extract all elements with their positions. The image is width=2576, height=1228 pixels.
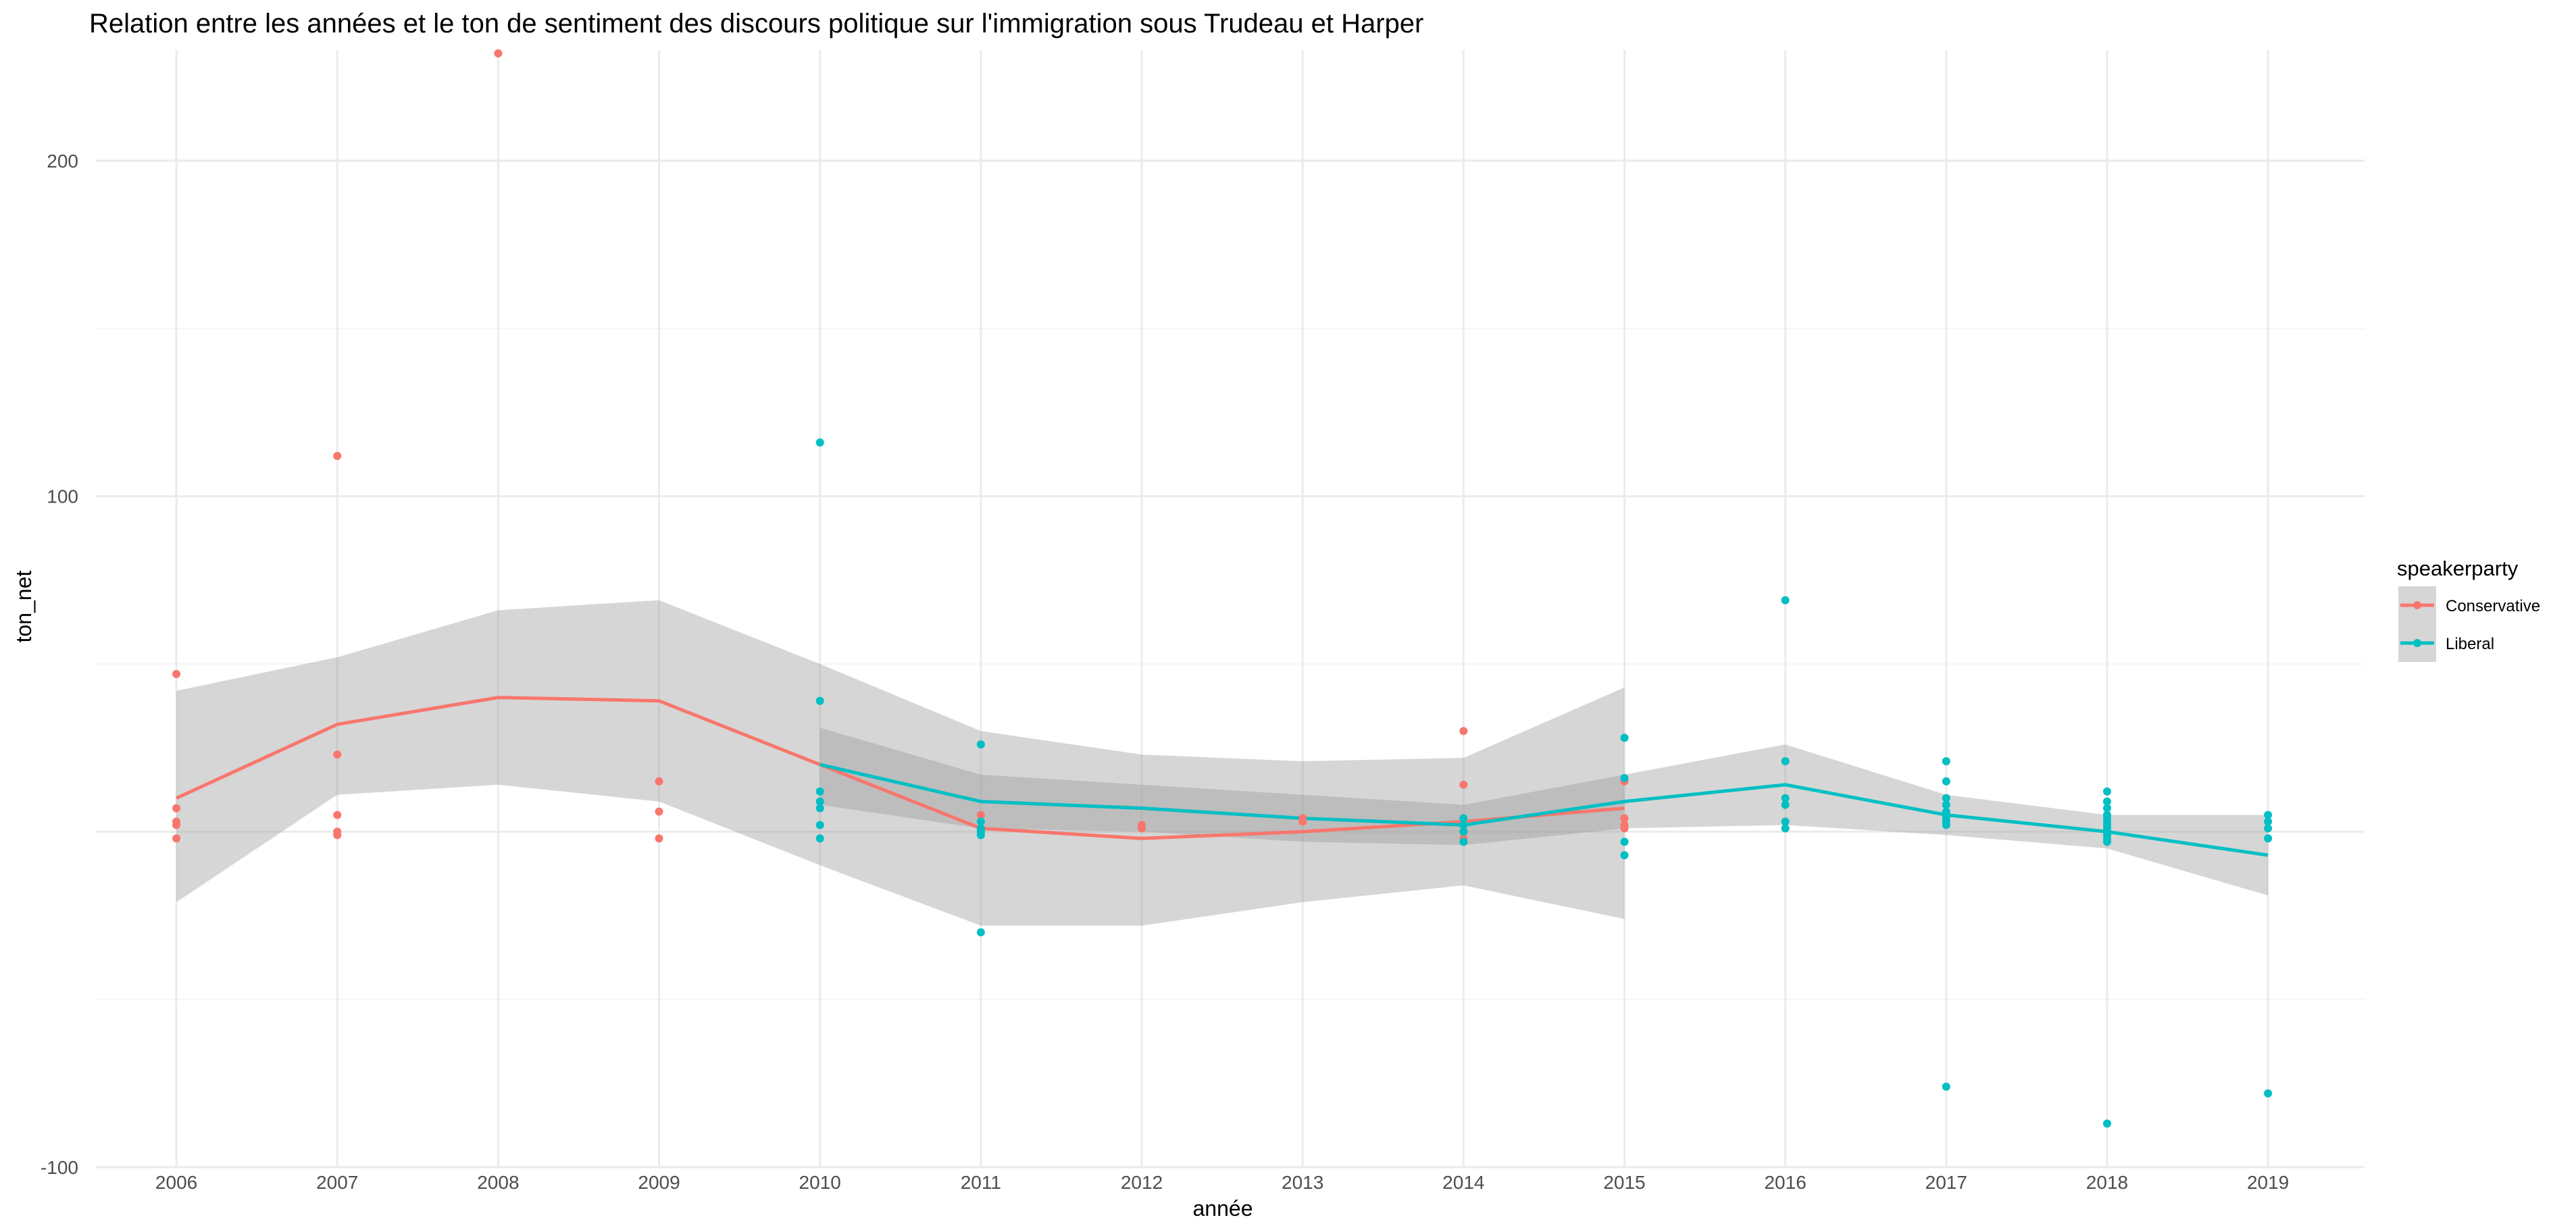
data-point-liberal (2102, 804, 2111, 813)
data-point-liberal (1459, 827, 1468, 836)
trend-line-conservative (176, 696, 1625, 840)
data-point-conservative (172, 821, 181, 829)
x-tick-label: 2011 (961, 1172, 1001, 1193)
data-point-liberal (1781, 824, 1790, 833)
data-point-liberal (815, 797, 824, 806)
data-point-liberal (2102, 787, 2111, 796)
data-point-conservative (494, 49, 503, 57)
data-point-liberal (1781, 817, 1790, 826)
x-tick-label: 2009 (638, 1172, 680, 1193)
legend-key-liberal (2398, 624, 2436, 662)
legend-label-conservative: Conservative (2446, 597, 2540, 615)
data-point-liberal (1459, 838, 1468, 846)
data-point-liberal (815, 696, 824, 705)
data-point-liberal (1459, 814, 1468, 823)
data-point-liberal (2264, 1089, 2273, 1098)
data-point-liberal (976, 928, 985, 937)
data-point-liberal (976, 817, 985, 826)
confidence-band-conservative (176, 600, 1625, 926)
x-tick-label: 2008 (477, 1172, 519, 1193)
x-tick-label: 2006 (155, 1172, 197, 1193)
data-point-conservative (1459, 727, 1468, 736)
data-point-conservative (333, 831, 342, 840)
data-point-liberal (1942, 1082, 1950, 1091)
y-tick-label: -100 (41, 1157, 78, 1178)
x-tick-label: 2013 (1282, 1172, 1323, 1193)
data-point-liberal (976, 740, 985, 749)
trend-line-liberal (819, 763, 2269, 857)
data-point-liberal (1620, 838, 1629, 846)
x-tick-label: 2018 (2086, 1172, 2128, 1193)
data-point-liberal (1942, 800, 1950, 809)
x-tick-label: 2015 (1603, 1172, 1645, 1193)
data-point-conservative (1620, 824, 1629, 833)
data-point-conservative (1298, 817, 1307, 826)
x-tick-label: 2019 (2247, 1172, 2289, 1193)
data-point-conservative (976, 811, 985, 819)
data-point-liberal (2264, 817, 2273, 826)
y-axis-title: ton_net (11, 571, 36, 643)
legend-key-conservative (2398, 586, 2436, 624)
y-tick-label: 200 (47, 151, 78, 172)
data-point-liberal (1620, 773, 1629, 782)
data-point-conservative (655, 834, 663, 843)
x-tick-label: 2016 (1764, 1172, 1806, 1193)
legend-key-point (2413, 639, 2421, 647)
x-tick-label: 2017 (1925, 1172, 1967, 1193)
y-tick-label: 100 (47, 486, 78, 507)
data-point-liberal (1942, 794, 1950, 802)
x-tick-label: 2007 (316, 1172, 358, 1193)
legend: speakerparty Conservative Liberal (2397, 557, 2540, 662)
data-point-liberal (2264, 834, 2273, 843)
data-point-conservative (655, 777, 663, 786)
data-point-conservative (333, 811, 342, 819)
data-point-liberal (2264, 811, 2273, 819)
data-point-liberal (1620, 734, 1629, 742)
data-point-liberal (1781, 757, 1790, 765)
data-point-liberal (2264, 824, 2273, 833)
x-tick-label: 2012 (1121, 1172, 1163, 1193)
data-point-liberal (2102, 1119, 2111, 1128)
x-tick-label: 2010 (799, 1172, 841, 1193)
data-point-conservative (1459, 780, 1468, 789)
data-point-liberal (1942, 821, 1950, 829)
x-axis-title: année (1193, 1196, 1253, 1221)
data-point-conservative (172, 804, 181, 813)
legend-title: speakerparty (2397, 557, 2519, 580)
data-point-liberal (1620, 851, 1629, 860)
data-point-conservative (333, 750, 342, 759)
x-tick-label: 2014 (1442, 1172, 1484, 1193)
data-point-liberal (815, 804, 824, 813)
chart-title: Relation entre les années et le ton de s… (89, 9, 1423, 39)
data-point-conservative (1138, 824, 1146, 833)
data-point-liberal (815, 834, 824, 843)
data-point-liberal (1942, 777, 1950, 786)
data-point-conservative (172, 669, 181, 678)
data-point-liberal (815, 821, 824, 829)
data-point-conservative (655, 807, 663, 816)
data-point-liberal (1459, 821, 1468, 829)
data-point-liberal (1942, 757, 1950, 765)
data-point-conservative (1620, 814, 1629, 823)
legend-key-point (2413, 601, 2421, 609)
legend-label-liberal: Liberal (2446, 635, 2494, 653)
data-point-liberal (815, 787, 824, 796)
data-point-liberal (1781, 794, 1790, 802)
data-point-conservative (333, 452, 342, 461)
data-point-liberal (2102, 838, 2111, 846)
data-point-liberal (976, 831, 985, 840)
data-point-liberal (2102, 797, 2111, 806)
data-point-liberal (815, 438, 824, 447)
data-point-liberal (1781, 800, 1790, 809)
data-point-conservative (172, 834, 181, 843)
data-point-liberal (1781, 596, 1790, 605)
